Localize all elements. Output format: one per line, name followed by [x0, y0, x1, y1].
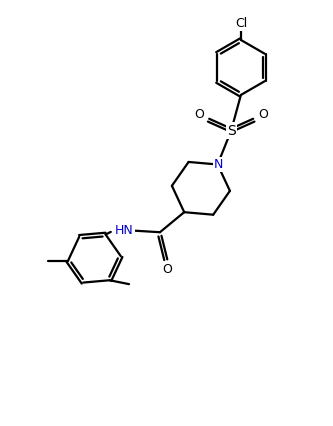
Text: O: O	[194, 108, 204, 121]
Text: O: O	[163, 263, 172, 276]
Text: Cl: Cl	[235, 17, 247, 30]
Text: HN: HN	[115, 224, 134, 237]
Text: N: N	[214, 158, 223, 171]
Text: O: O	[259, 108, 268, 121]
Text: S: S	[227, 124, 235, 138]
